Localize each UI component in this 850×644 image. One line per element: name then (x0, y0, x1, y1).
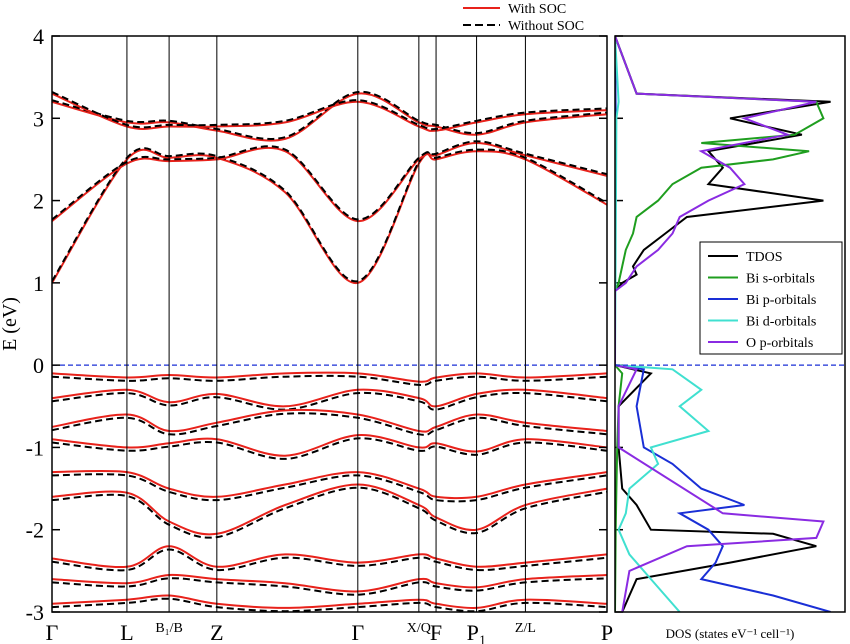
kpoint-label: Γ (46, 620, 59, 644)
dos-legend-label: Bi d-orbitals (746, 315, 816, 330)
band-nosoc-vb1 (52, 374, 607, 386)
y-tick-label: 3 (33, 106, 44, 131)
dos-panel: DOS (states eV⁻¹ cell⁻¹) TDOS Bi s-orbita… (614, 35, 846, 641)
y-tick-label: 0 (33, 353, 44, 378)
dos-legend-label: Bi s-orbitals (746, 272, 815, 287)
band-soc-vb3 (52, 408, 607, 433)
y-axis-title: E (eV) (0, 297, 21, 351)
band-nosoc-vb6 (52, 486, 607, 539)
kpoint-label: X/Q (407, 621, 431, 636)
legend-with-soc-label: With SOC (508, 2, 566, 17)
band-plot-frame (51, 35, 608, 613)
y-tick-label: 4 (33, 24, 44, 49)
band-nosoc-vb8 (52, 577, 607, 596)
kpoint-label: P (601, 620, 613, 644)
kpoint-label: F (430, 620, 442, 644)
kpoint-label: Γ (351, 620, 364, 644)
dos-legend: TDOS Bi s-orbitals Bi p-orbitals Bi d-orbit… (699, 241, 843, 355)
band-soc-vb4 (52, 434, 607, 457)
band-nosoc-cb3 (52, 90, 607, 140)
dos-legend-label: Bi p-orbitals (746, 293, 816, 308)
y-tick-label: -2 (26, 518, 44, 543)
y-tick-label: -1 (26, 435, 44, 460)
dos-legend-label: TDOS (746, 250, 783, 265)
band-legend: With SOC Without SOC (463, 2, 584, 34)
dos-curve-bi-d-orbitals (615, 36, 711, 612)
dos-plot-frame (614, 35, 846, 613)
band-nosoc-vb4 (52, 437, 607, 460)
band-soc-cb3 (52, 92, 607, 142)
band-soc-cb2 (52, 141, 607, 223)
kpoint-label: B₁/B (155, 621, 182, 636)
y-tick-label: 1 (33, 271, 44, 296)
kpoint-label: Z/L (515, 621, 536, 636)
band-structure-panel: -3 -2 -1 0 1 2 3 4 Γ L B₁/B Z Γ X/Q F P₁ Z/L P E (eV) (0, 24, 623, 644)
kpoint-label: Z (210, 620, 223, 644)
dos-curve-o-p-orbitals (615, 36, 825, 612)
y-tick-label: 2 (33, 189, 44, 214)
band-soc-vb5 (52, 469, 607, 500)
kpoint-label: P₁ (467, 620, 487, 644)
dos-curve-bi-p-orbitals (615, 36, 831, 612)
dos-legend-label: O p-orbitals (746, 336, 813, 351)
band-nosoc-vb5 (52, 473, 607, 503)
band-soc-cb1 (52, 148, 607, 284)
dos-axis-title: DOS (states eV⁻¹ cell⁻¹) (666, 626, 795, 641)
band-nosoc-cb1 (52, 147, 607, 283)
band-soc-vb7 (52, 545, 607, 569)
y-tick-label: -3 (26, 600, 44, 625)
kpoint-label: L (120, 620, 133, 644)
band-nosoc-vb9 (52, 597, 607, 612)
legend-without-soc-label: Without SOC (508, 19, 584, 34)
